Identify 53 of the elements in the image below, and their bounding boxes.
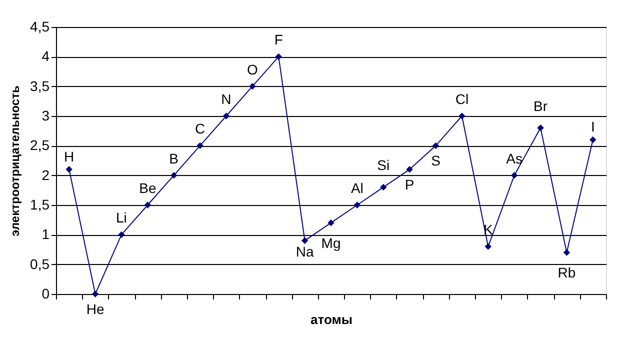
point: [354, 202, 361, 208]
point: [510, 172, 518, 179]
point: [406, 166, 413, 173]
y-tick-label: 4,5: [30, 18, 50, 34]
x-tick-label: Si: [377, 157, 390, 174]
point: [590, 136, 596, 144]
x-tick-label: Br: [534, 98, 548, 114]
y-axis-title: электроотрицательность: [8, 86, 22, 236]
point: [275, 53, 282, 60]
x-tick-label: C: [194, 120, 206, 137]
x-tick-label: S: [431, 152, 440, 169]
y-tick-label: 4: [42, 48, 50, 64]
point: [380, 184, 387, 191]
y-tick-label: 3: [42, 108, 50, 124]
x-tick-label: F: [274, 32, 283, 48]
y-tick-label: 0,5: [30, 256, 50, 272]
y-tick-label: 2: [42, 166, 50, 183]
point: [222, 112, 230, 120]
x-tick-label: Mg: [321, 234, 341, 251]
point: [196, 142, 204, 150]
point: [432, 142, 440, 150]
x-tick-label: B: [169, 150, 179, 166]
point: [301, 237, 308, 244]
point: [484, 243, 492, 250]
x-tick-label: Rb: [558, 264, 576, 280]
x-axis-title: атомы: [310, 312, 352, 327]
x-tick-label: P: [404, 176, 414, 192]
x-tick-label: As: [506, 150, 523, 166]
x-tick-label: O: [246, 61, 258, 78]
point: [118, 231, 125, 238]
point: [563, 249, 570, 256]
point: [458, 112, 466, 120]
x-tick-label: Al: [350, 180, 364, 196]
point: [170, 172, 178, 179]
y-tick-label: 1,5: [30, 196, 50, 212]
x-tick-label: H: [64, 148, 74, 164]
x-tick-label: N: [221, 91, 232, 107]
point: [249, 82, 256, 90]
y-tick-label: 1: [42, 226, 50, 242]
point: [92, 290, 99, 298]
x-tick-label: He: [86, 301, 104, 317]
point: [537, 124, 544, 132]
point: [66, 166, 72, 173]
x-tick-label: Na: [296, 244, 314, 260]
y-tick-label: 2,5: [30, 137, 50, 154]
x-tick-label: I: [590, 118, 595, 135]
x-tick-label: Cl: [455, 91, 469, 107]
point: [328, 219, 334, 226]
y-tick-label: 3,5: [30, 78, 50, 94]
y-tick-label: 0: [42, 286, 50, 302]
x-tick-label: Li: [116, 210, 127, 226]
point: [144, 202, 152, 208]
x-tick-label: Be: [139, 180, 156, 196]
